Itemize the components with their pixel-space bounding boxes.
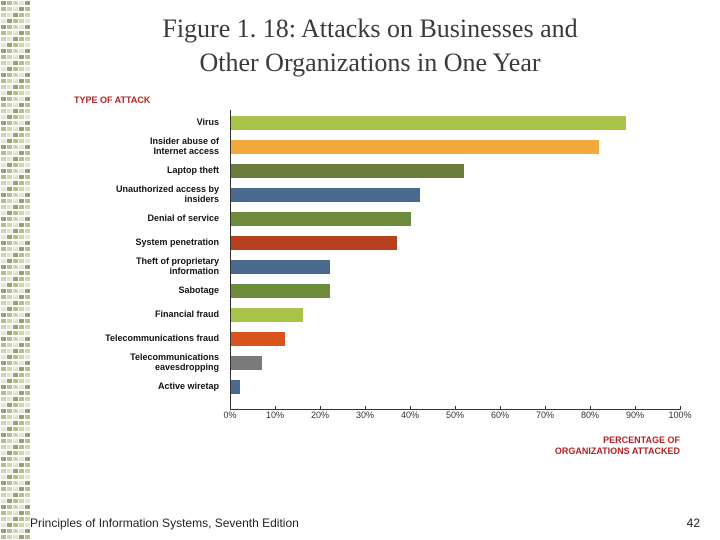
x-tick-mark: [545, 406, 546, 410]
chart: TYPE OF ATTACK VirusInsider abuse ofInte…: [70, 95, 690, 465]
x-axis: 0%10%20%30%40%50%60%70%80%90%100%: [230, 410, 680, 425]
bar-row: [231, 164, 680, 178]
category-label: Virus: [64, 118, 219, 128]
x-axis-title: PERCENTAGE OF ORGANIZATIONS ATTACKED: [555, 435, 680, 457]
bar: [231, 212, 411, 226]
x-axis-title-line2: ORGANIZATIONS ATTACKED: [555, 446, 680, 457]
category-label: Telecommunicationseavesdropping: [64, 353, 219, 373]
y-axis-labels: VirusInsider abuse ofInternet accessLapt…: [70, 110, 225, 410]
category-label: Denial of service: [64, 214, 219, 224]
figure-title: Figure 1. 18: Attacks on Businesses and …: [40, 12, 700, 80]
x-tick-label: 20%: [311, 410, 329, 420]
bar-row: [231, 356, 680, 370]
bar-row: [231, 212, 680, 226]
category-label: Theft of proprietaryinformation: [64, 257, 219, 277]
category-label: Active wiretap: [64, 382, 219, 392]
figure-title-line1: Figure 1. 18: Attacks on Businesses and: [40, 12, 700, 46]
x-tick-label: 90%: [626, 410, 644, 420]
category-label: System penetration: [64, 238, 219, 248]
figure-title-line2: Other Organizations in One Year: [40, 46, 700, 80]
bar: [231, 308, 303, 322]
bar: [231, 164, 464, 178]
deco-column: [24, 0, 31, 540]
x-tick-label: 40%: [401, 410, 419, 420]
category-label: Telecommunications fraud: [64, 334, 219, 344]
bar: [231, 116, 626, 130]
chart-header-label: TYPE OF ATTACK: [74, 95, 690, 105]
x-tick-mark: [320, 406, 321, 410]
bar-row: [231, 188, 680, 202]
x-tick-mark: [455, 406, 456, 410]
bar-row: [231, 260, 680, 274]
bar-row: [231, 380, 680, 394]
x-tick-label: 80%: [581, 410, 599, 420]
x-tick-label: 0%: [223, 410, 236, 420]
x-tick-mark: [590, 406, 591, 410]
bar-row: [231, 332, 680, 346]
x-tick-label: 60%: [491, 410, 509, 420]
category-label: Sabotage: [64, 286, 219, 296]
x-tick-mark: [635, 406, 636, 410]
bar-row: [231, 236, 680, 250]
x-tick-label: 70%: [536, 410, 554, 420]
category-label: Unauthorized access byinsiders: [64, 185, 219, 205]
x-tick-label: 30%: [356, 410, 374, 420]
x-tick-label: 50%: [446, 410, 464, 420]
bar-row: [231, 140, 680, 154]
bar: [231, 356, 262, 370]
bar-row: [231, 116, 680, 130]
x-tick-label: 100%: [668, 410, 691, 420]
bar: [231, 140, 599, 154]
x-axis-title-line1: PERCENTAGE OF: [555, 435, 680, 446]
category-label: Laptop theft: [64, 166, 219, 176]
bar-row: [231, 308, 680, 322]
x-tick-mark: [275, 406, 276, 410]
x-tick-mark: [230, 406, 231, 410]
bar: [231, 380, 240, 394]
bar: [231, 236, 397, 250]
page-number: 42: [687, 516, 700, 530]
plot-area: [230, 110, 680, 410]
footer-left-text: Principles of Information Systems, Seven…: [30, 516, 299, 530]
bar: [231, 284, 330, 298]
x-tick-mark: [365, 406, 366, 410]
bar: [231, 260, 330, 274]
bar: [231, 188, 420, 202]
footer: Principles of Information Systems, Seven…: [30, 516, 700, 530]
x-tick-label: 10%: [266, 410, 284, 420]
x-tick-mark: [680, 406, 681, 410]
bar: [231, 332, 285, 346]
bars-container: [231, 110, 680, 409]
bar-row: [231, 284, 680, 298]
category-label: Financial fraud: [64, 310, 219, 320]
category-label: Insider abuse ofInternet access: [64, 137, 219, 157]
x-tick-mark: [500, 406, 501, 410]
x-tick-mark: [410, 406, 411, 410]
